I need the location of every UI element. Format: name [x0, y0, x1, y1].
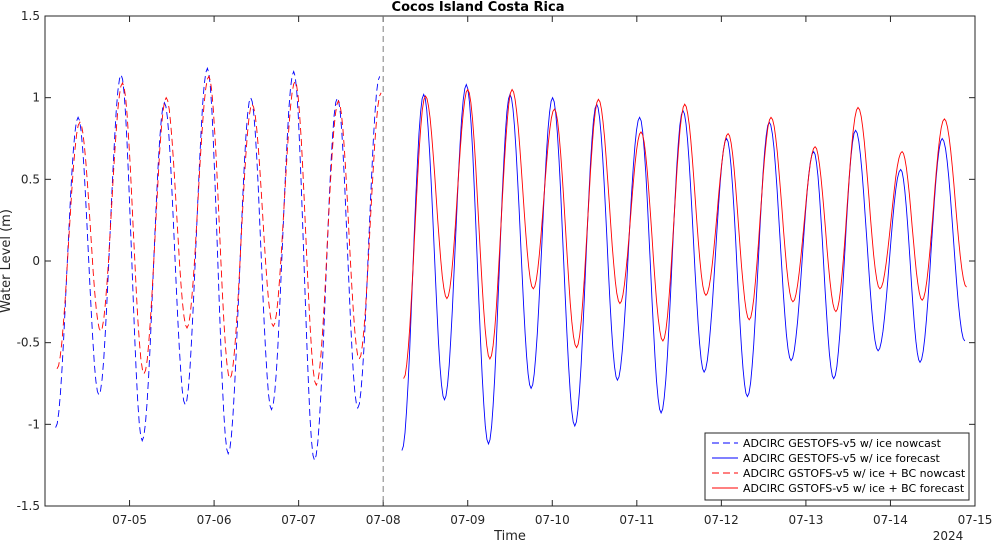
y-tick-label: 1 — [32, 91, 40, 105]
x-tick-label: 07-06 — [197, 513, 232, 527]
x-tick-label: 07-14 — [873, 513, 908, 527]
legend: ADCIRC GESTOFS-v5 w/ ice nowcast ADCIRC G… — [704, 432, 970, 501]
y-tick-label: -1.5 — [17, 499, 40, 513]
x-tick-label: 07-09 — [450, 513, 485, 527]
series-layer — [55, 66, 967, 462]
chart-title: Cocos Island Costa Rica — [392, 0, 565, 15]
x-tick-label: 07-12 — [704, 513, 739, 527]
x-tick-label: 07-10 — [535, 513, 570, 527]
legend-label: ADCIRC GESTOFS-v5 w/ ice nowcast — [743, 437, 942, 450]
year-label: 2024 — [933, 529, 964, 541]
x-tick-label: 07-15 — [958, 513, 992, 527]
x-tick-label: 07-11 — [619, 513, 654, 527]
axes-layer: 07-05 07-06 07-07 07-08 07-09 07-10 07-11 07-12… — [17, 9, 992, 527]
series-line-3 — [56, 75, 382, 387]
y-tick-label: 0 — [32, 254, 40, 268]
x-tick-label: 07-05 — [112, 513, 147, 527]
legend-box — [704, 432, 970, 501]
y-tick-label: -0.5 — [17, 336, 40, 350]
legend-label: ADCIRC GSTOFS-v5 w/ ice + BC nowcast — [743, 467, 966, 480]
y-tick-label: -1 — [28, 417, 40, 431]
x-tick-label: 07-08 — [366, 513, 401, 527]
x-tick-label: 07-07 — [281, 513, 316, 527]
series-line-4 — [403, 88, 967, 379]
y-axis-label: Water Level (m) — [0, 209, 14, 313]
y-tick-label: 0.5 — [21, 172, 40, 186]
x-tick-label: 07-13 — [788, 513, 823, 527]
x-axis-label: Time — [493, 529, 526, 541]
legend-label: ADCIRC GESTOFS-v5 w/ ice forecast — [743, 452, 941, 465]
y-tick-label: 1.5 — [21, 9, 40, 23]
legend-label: ADCIRC GSTOFS-v5 w/ ice + BC forecast — [743, 482, 965, 495]
